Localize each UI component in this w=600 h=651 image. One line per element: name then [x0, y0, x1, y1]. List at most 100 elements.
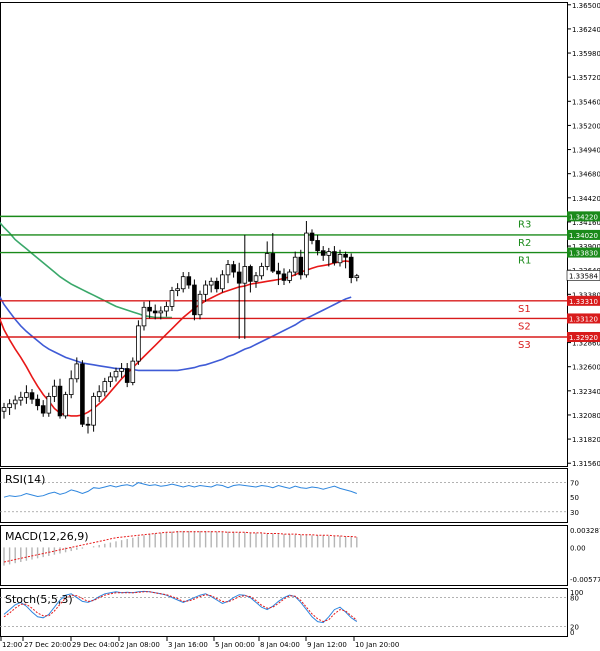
price-tick-label: 1.35980: [572, 50, 600, 58]
pivot-level-name: R2: [518, 238, 531, 249]
candle-body: [180, 276, 186, 290]
pivot-price-box: [567, 313, 600, 324]
candle-body: [270, 253, 276, 272]
pivot-price-label: 1.33310: [569, 298, 598, 306]
candle-body: [248, 266, 253, 282]
current-price-box: [566, 270, 600, 281]
pivot-price-box: [567, 229, 600, 240]
indicator-name: RSI(14): [5, 473, 45, 486]
candle-body: [309, 232, 315, 241]
candle-body: [40, 405, 46, 414]
macd-signal-line: [3, 531, 357, 563]
indicator-tick-label: 50: [570, 494, 579, 502]
pivot-level-name: R3: [518, 219, 531, 230]
indicator-tick-label: 70: [570, 480, 579, 488]
candle-body: [236, 271, 242, 284]
candle-body: [320, 250, 326, 256]
candle-body: [343, 254, 348, 258]
candle-body: [164, 305, 169, 312]
indicator-tick-label: -0.005772: [570, 576, 600, 584]
candle-body: [29, 392, 35, 400]
indicator-tick-label: 30: [570, 509, 579, 517]
candle-body: [57, 385, 63, 417]
indicator-tick-label: 80: [570, 595, 579, 603]
candle-body: [242, 266, 248, 284]
candle-body: [96, 391, 102, 397]
pivot-price-box: [567, 332, 600, 343]
candle-body: [298, 256, 304, 276]
candle-body: [332, 251, 337, 264]
indicator-tick-label: 0: [570, 629, 574, 637]
candle-body: [18, 396, 24, 401]
stoch-main-line: [3, 590, 358, 624]
indicator-tick-label: 20: [570, 623, 579, 631]
candle-body: [12, 399, 18, 405]
price-tick-label: 1.31560: [572, 460, 600, 468]
price-tick-label: 1.34940: [572, 147, 600, 155]
candle-body: [46, 395, 52, 414]
candle-body: [141, 306, 147, 327]
candle-body: [354, 275, 360, 279]
price-tick-label: 1.36500: [572, 2, 600, 10]
pivot-level-name: S2: [518, 321, 531, 332]
pivot-price-label: 1.34220: [569, 213, 598, 221]
ma-mid-line: [0, 295, 352, 372]
time-tick-label: 5 Jan 00:00: [215, 641, 255, 649]
candle-body: [63, 394, 68, 417]
price-tick-label: 1.34680: [572, 171, 600, 179]
price-tick-label: 1.32600: [572, 364, 600, 372]
candle-body: [158, 310, 164, 314]
candle-body: [231, 264, 236, 273]
candle-body: [203, 284, 208, 295]
ma-short-line: [0, 260, 352, 417]
candle-body: [152, 310, 158, 314]
candle-body: [253, 275, 259, 282]
candle-body: [24, 392, 29, 398]
pivot-price-label: 1.32920: [569, 334, 598, 342]
candle-body: [74, 363, 80, 380]
candle-body: [220, 274, 225, 290]
time-tick-label: 3 Jan 16:00: [168, 641, 208, 649]
pivot-price-box: [567, 295, 600, 306]
candle-body: [186, 276, 192, 286]
candle-body: [124, 368, 130, 383]
candle-body: [119, 368, 124, 372]
candle-body: [287, 271, 292, 281]
time-tick-label: 12:00: [2, 641, 22, 649]
candle-body: [147, 306, 152, 312]
price-tick-label: 1.35720: [572, 74, 600, 82]
candle-body: [225, 264, 231, 276]
indicator-name: MACD(12,26,9): [5, 530, 89, 543]
pivot-level-name: R1: [518, 256, 531, 267]
pivot-price-label: 1.33120: [569, 315, 598, 323]
candle-body: [169, 290, 175, 307]
candle-body: [259, 266, 264, 277]
candle-body: [80, 363, 85, 425]
price-tick-label: 1.34420: [572, 195, 600, 203]
pivot-price-label: 1.33830: [569, 250, 598, 258]
price-tick-label: 1.33380: [572, 291, 600, 299]
candle-body: [315, 240, 320, 252]
candle-body: [52, 385, 57, 397]
candle-body: [68, 378, 74, 395]
candle-body: [130, 360, 136, 383]
candle-body: [326, 251, 332, 256]
candle-body: [281, 273, 287, 281]
candle-body: [276, 270, 281, 275]
candle-body: [304, 232, 309, 276]
indicator-name: Stoch(5,5,3): [5, 593, 73, 606]
price-tick-label: 1.32080: [572, 412, 600, 420]
pivot-level-name: S1: [518, 304, 531, 315]
pivot-price-box: [567, 211, 600, 222]
indicator-pane-frame: [0, 588, 568, 637]
price-tick-label: 1.35460: [572, 98, 600, 106]
candle-body: [113, 370, 119, 378]
price-tick-label: 1.32340: [572, 388, 600, 396]
candle-body: [197, 293, 203, 316]
indicator-pane-frame: [0, 468, 568, 523]
rsi-line: [3, 482, 357, 498]
candle-body: [264, 253, 270, 267]
candle-body: [91, 395, 96, 426]
